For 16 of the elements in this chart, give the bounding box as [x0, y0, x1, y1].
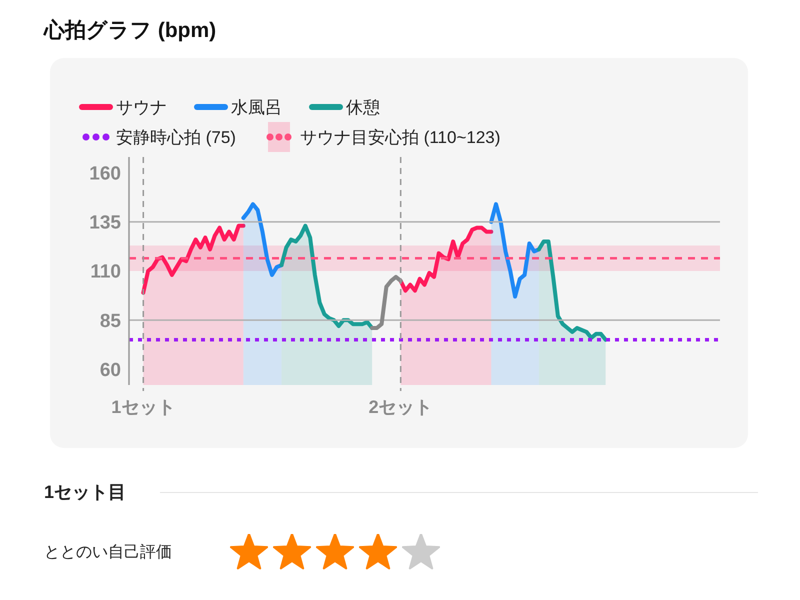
legend-label: 休憩	[346, 96, 380, 118]
text: 1セット目	[44, 481, 126, 504]
y-tick-label: 110	[90, 262, 121, 283]
x-tick-label: 1セット	[111, 397, 176, 417]
y-tick-label: 135	[89, 212, 122, 234]
legend-label: 水風呂	[231, 96, 282, 118]
chart-title: 心拍グラフ (bpm)	[44, 18, 216, 44]
y-tick-label: 85	[100, 310, 122, 332]
legend-label: サウナ	[116, 96, 167, 118]
legend-label: サウナ目安心拍 (110~123)	[300, 126, 500, 148]
y-tick-label: 60	[100, 360, 121, 382]
y-tick-label: 160	[89, 163, 121, 184]
line-series	[370, 274, 403, 330]
text: ととのい自己評価	[44, 542, 172, 563]
x-tick-label: 2セット	[368, 397, 433, 417]
legend-label: 安静時心拍 (75)	[116, 126, 236, 148]
